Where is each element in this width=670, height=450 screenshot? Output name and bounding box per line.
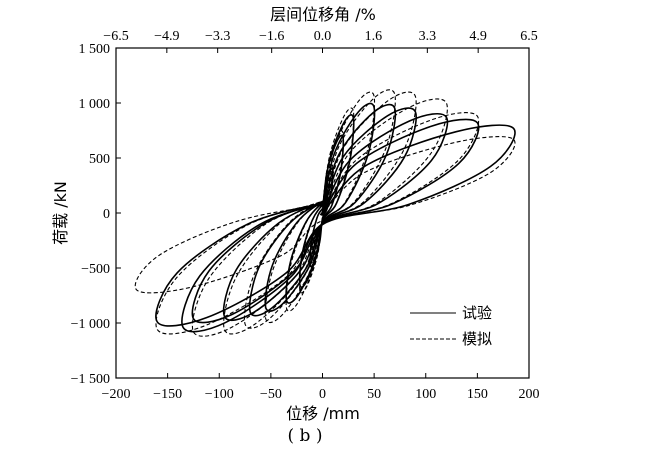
test-loop — [264, 102, 376, 312]
sim-loop — [264, 91, 376, 324]
x-tick-label: −200 — [102, 387, 131, 402]
x-tick-label: 200 — [519, 387, 540, 402]
sim-loop — [243, 89, 396, 329]
top-tick-label: −1.6 — [259, 29, 284, 44]
sim-loop — [223, 91, 417, 335]
y-tick-label: 1 500 — [79, 42, 111, 57]
x-tick-label: −50 — [260, 387, 282, 402]
sim-loop — [285, 107, 355, 312]
x-tick-label: 50 — [367, 387, 381, 402]
x-tick-label: −100 — [205, 387, 234, 402]
top-tick-label: −4.9 — [154, 29, 179, 44]
top-tick-label: 6.5 — [520, 29, 538, 44]
legend-label-test: 试验 — [462, 304, 492, 322]
x-tick-label: 0 — [319, 387, 326, 402]
top-tick-label: 1.6 — [365, 29, 383, 44]
sim-loop — [191, 98, 448, 337]
sim-loop — [309, 164, 334, 264]
y-tick-label: 500 — [89, 152, 110, 167]
top-tick-label: 3.3 — [419, 29, 437, 44]
x-tick-label: −150 — [153, 387, 182, 402]
subfigure-caption: ( b ) — [288, 426, 323, 446]
x-tick-label: 100 — [415, 387, 436, 402]
test-loop — [222, 107, 417, 322]
top-tick-label: 0.0 — [314, 29, 332, 44]
sim-loop — [134, 136, 516, 294]
legend-label-sim: 模拟 — [462, 330, 492, 348]
test-loop — [191, 112, 449, 324]
top-axis-title: 层间位移角 /% — [270, 5, 376, 24]
axis-ticks: −200 −150 −100 −50 0 50 100 150 200−1 500−1 000−… — [71, 29, 540, 402]
y-tick-label: −1 500 — [71, 372, 110, 387]
legend: 试验 模拟 — [410, 304, 492, 348]
x-tick-label: 150 — [467, 387, 488, 402]
top-tick-label: −6.5 — [103, 29, 128, 44]
sim-loop — [155, 112, 480, 335]
y-tick-label: −500 — [81, 262, 110, 277]
x-axis-title: 位移 /mm — [286, 404, 360, 423]
hysteresis-curves — [134, 89, 516, 337]
test-loop — [285, 114, 355, 304]
y-axis-title: 荷载 /kN — [51, 181, 70, 245]
sim-loop — [299, 130, 344, 294]
y-tick-label: 1 000 — [79, 97, 111, 112]
top-tick-label: 4.9 — [469, 29, 487, 44]
y-tick-label: −1 000 — [71, 317, 110, 332]
y-tick-label: 0 — [103, 207, 110, 222]
top-tick-label: −3.3 — [205, 29, 230, 44]
